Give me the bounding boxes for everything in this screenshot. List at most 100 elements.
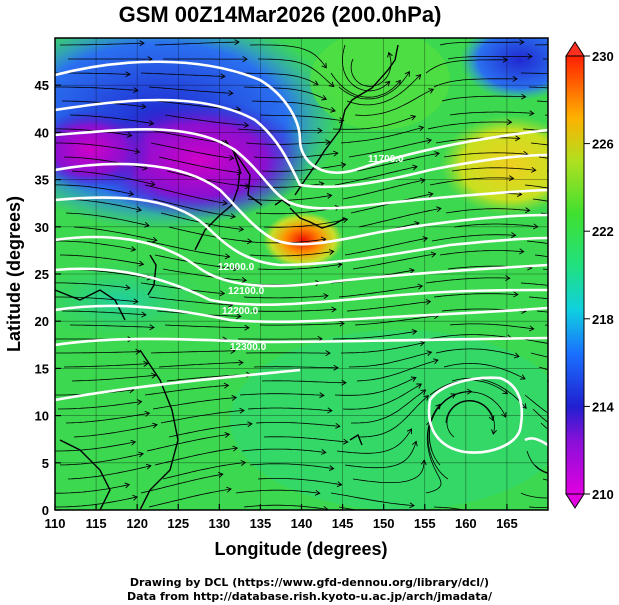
streamline	[429, 177, 514, 186]
y-tick-label: 0	[42, 503, 49, 518]
streamline	[336, 428, 412, 454]
streamline-arrow	[466, 388, 473, 395]
streamline	[60, 254, 144, 265]
streamline	[524, 394, 548, 414]
streamline	[433, 293, 518, 298]
streamline-arrow	[326, 192, 333, 199]
streamline	[528, 86, 548, 89]
x-tick-label: 115	[86, 516, 107, 531]
streamline	[346, 74, 421, 106]
y-tick-label: 45	[35, 78, 49, 93]
streamline-arrow	[529, 110, 535, 117]
streamline-arrow	[320, 236, 327, 243]
streamline	[55, 184, 134, 195]
streamline	[65, 412, 150, 424]
streamline-arrow	[488, 415, 495, 422]
streamline	[354, 88, 434, 116]
streamline-arrow	[528, 325, 535, 332]
streamline	[447, 56, 532, 60]
streamline	[62, 310, 146, 316]
streamline-arrow	[138, 260, 145, 267]
credit-data-source: Data from http://database.rish.kyoto-u.a…	[126, 590, 493, 603]
streamline	[158, 156, 242, 174]
streamline	[445, 399, 495, 435]
streamline-arrow	[601, 73, 605, 78]
streamline-arrow	[505, 275, 511, 281]
streamline-arrow	[323, 293, 329, 299]
streamline	[164, 324, 249, 329]
streamline-arrow	[613, 266, 618, 271]
streamline-arrow	[243, 122, 250, 129]
streamline	[433, 78, 517, 88]
streamline	[166, 170, 250, 187]
streamline	[249, 463, 334, 469]
streamline-arrow	[143, 360, 149, 367]
streamline	[342, 383, 422, 410]
streamline-arrow	[515, 135, 521, 142]
streamline	[250, 44, 327, 69]
streamline-arrow	[136, 399, 143, 406]
streamline-arrow	[313, 80, 319, 86]
streamline-arrow	[436, 206, 442, 213]
streamline	[451, 167, 536, 172]
streamline-arrow	[610, 360, 614, 365]
streamline-arrow	[435, 403, 441, 410]
colorbar-tick-label: 222	[592, 224, 614, 239]
streamline-arrow	[519, 374, 526, 380]
streamline-arrow	[409, 267, 415, 274]
streamline-arrow	[409, 502, 415, 509]
streamline	[235, 72, 319, 86]
streamline	[348, 139, 432, 158]
streamline	[445, 208, 530, 214]
streamline-arrow	[340, 162, 347, 168]
streamline-arrow	[527, 53, 533, 60]
streamline	[352, 253, 436, 270]
streamline	[245, 141, 330, 145]
streamline-arrow	[219, 290, 226, 297]
streamline-arrow	[223, 382, 230, 389]
streamline-arrow	[139, 40, 145, 47]
streamline-arrow	[134, 148, 141, 155]
streamline-arrow	[321, 62, 327, 69]
streamline	[522, 338, 548, 344]
streamline	[338, 71, 410, 100]
streamline-arrow	[502, 388, 509, 395]
streamline	[140, 473, 223, 494]
streamline-arrow	[238, 226, 245, 232]
streamline-arrow	[525, 207, 531, 214]
streamline-arrow	[384, 80, 391, 87]
streamline-arrow	[224, 253, 231, 260]
streamline	[437, 391, 507, 418]
streamline	[352, 460, 425, 483]
contour-label: 12200.0	[222, 306, 259, 317]
streamline	[441, 95, 526, 102]
streamline	[425, 421, 442, 494]
streamline	[154, 41, 239, 46]
streamline-arrow	[415, 74, 422, 80]
x-tick-label: 140	[291, 516, 313, 531]
streamline	[453, 223, 538, 228]
streamline	[65, 212, 149, 227]
streamline-arrow	[610, 213, 615, 218]
streamline-arrow	[596, 421, 601, 426]
streamline	[443, 152, 528, 158]
streamline	[346, 301, 431, 312]
streamline	[144, 384, 229, 396]
streamline	[351, 389, 426, 424]
streamline	[257, 263, 342, 270]
streamline	[263, 218, 348, 228]
map-title: GSM 00Z14Mar2026 (200.0hPa)	[118, 2, 442, 27]
streamline	[152, 198, 236, 218]
streamline-arrow	[608, 303, 613, 308]
streamline	[439, 250, 524, 256]
streamline	[55, 240, 136, 251]
y-axis-label: Latitude (degrees)	[4, 196, 24, 352]
streamline-arrow	[513, 291, 519, 298]
streamline	[140, 72, 225, 77]
streamline	[154, 447, 238, 466]
streamline-arrow	[605, 430, 610, 435]
streamline-arrow	[406, 428, 413, 435]
x-tick-label: 160	[455, 516, 477, 531]
streamline	[425, 59, 508, 74]
